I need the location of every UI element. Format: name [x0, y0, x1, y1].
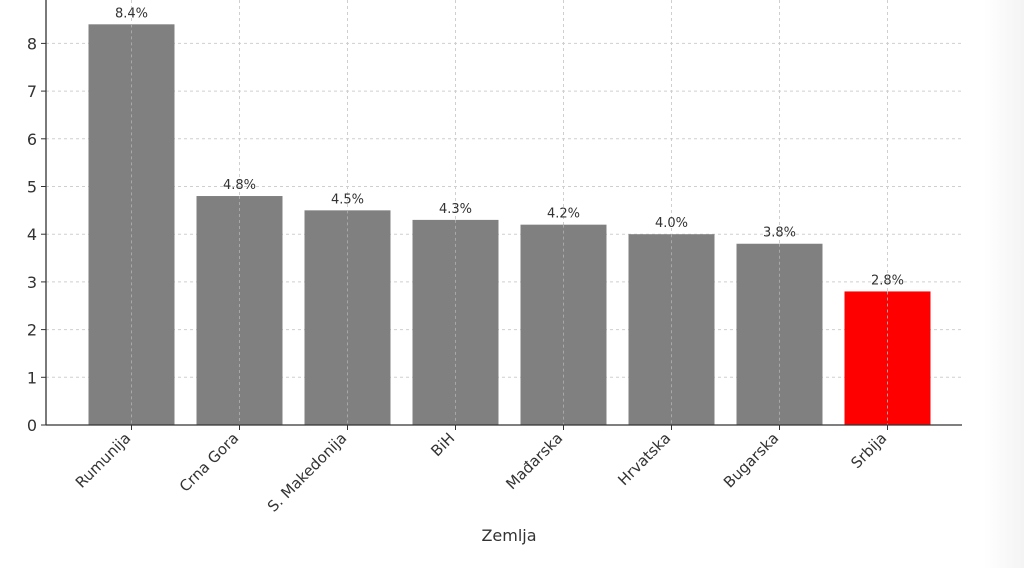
- y-tick-label: 7: [27, 82, 37, 101]
- y-tick-label: 5: [27, 178, 37, 197]
- x-tick-label: Bugarska: [720, 429, 782, 491]
- bar-value-label: 2.8%: [871, 273, 904, 288]
- x-tick-label: Hrvatska: [614, 429, 674, 489]
- x-tick-label: Crna Gora: [176, 429, 242, 495]
- bars-layer: [88, 24, 931, 425]
- bar-value-label: 4.8%: [223, 178, 256, 193]
- y-tick-label: 2: [27, 321, 37, 340]
- y-tick-label: 6: [27, 130, 37, 149]
- x-tick-label: BiH: [427, 429, 458, 460]
- x-tick-label: Rumunija: [72, 429, 135, 492]
- y-tick-label: 0: [27, 416, 37, 435]
- y-tick-label: 1: [27, 368, 37, 387]
- y-tick-label: 4: [27, 225, 37, 244]
- bar-value-label: 8.4%: [115, 6, 148, 21]
- bar-value-label: 3.8%: [763, 226, 796, 241]
- bar-value-label: 4.3%: [439, 202, 472, 217]
- y-tick-label: 3: [27, 273, 37, 292]
- x-tick-label: Mađarska: [502, 429, 566, 493]
- bar-value-label: 4.0%: [655, 216, 688, 231]
- y-tick-label: 8: [27, 34, 37, 53]
- bar-value-label: 4.2%: [547, 207, 580, 222]
- grid-layer: [46, 0, 962, 425]
- bar-s-makedonija: [304, 210, 391, 425]
- x-tick-label: Srbija: [847, 429, 890, 472]
- bar-ma-arska: [520, 224, 607, 425]
- edge-shadow: [984, 0, 1024, 568]
- x-axis-title: Zemlja: [481, 526, 536, 545]
- x-tick-label: S. Makedonija: [264, 429, 350, 515]
- axes-layer: [41, 0, 962, 430]
- bar-value-label: 4.5%: [331, 192, 364, 207]
